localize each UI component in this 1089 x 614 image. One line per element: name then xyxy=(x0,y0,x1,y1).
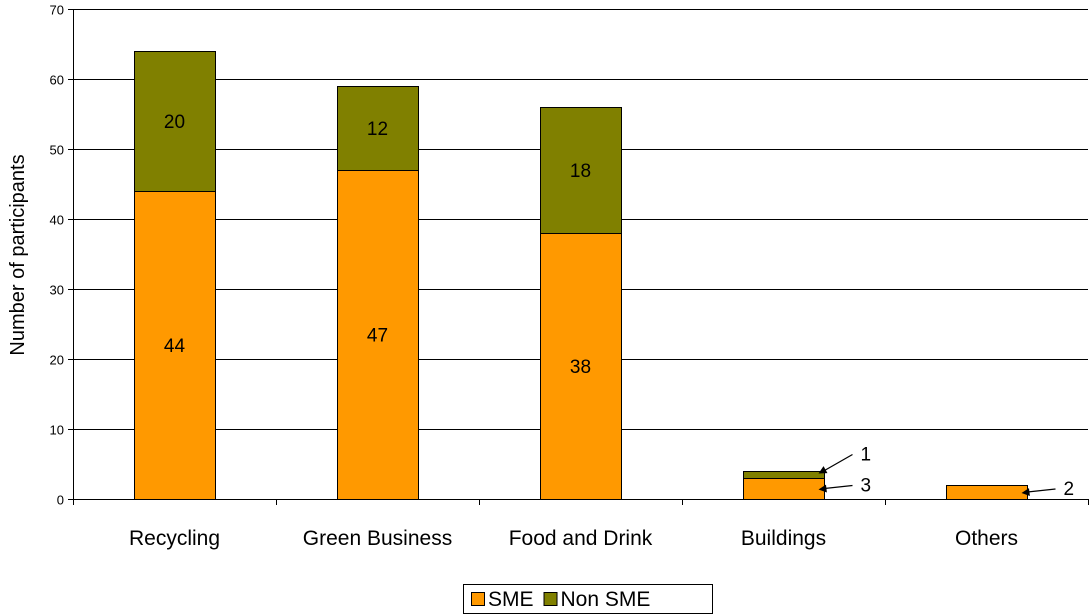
category-labels: Recycling Green Business Food and Drink Bui… xyxy=(129,527,1018,550)
legend-swatch xyxy=(543,592,558,606)
y-tick-label: 20 xyxy=(50,353,64,368)
callout-arrowhead xyxy=(818,466,828,474)
callout-line xyxy=(824,484,853,490)
legend-label: Non SME xyxy=(561,588,651,611)
bar-sme xyxy=(946,485,1028,500)
bar-sme xyxy=(743,478,825,500)
y-tick-labels: 0 10 20 30 40 50 60 70 xyxy=(50,3,64,508)
bar-sme xyxy=(337,170,419,500)
y-tick-label: 0 xyxy=(57,493,64,508)
data-label: 2 xyxy=(1064,479,1075,500)
category-label: Food and Drink xyxy=(509,527,653,550)
data-label: 44 xyxy=(164,336,186,357)
category-label: Green Business xyxy=(303,527,452,550)
category-label: Recycling xyxy=(129,527,220,550)
bars xyxy=(134,51,1028,500)
y-tick-label: 50 xyxy=(50,143,64,158)
data-label: 1 xyxy=(861,445,872,466)
y-tick-label: 70 xyxy=(50,3,64,18)
callout-arrowhead xyxy=(1021,488,1030,497)
legend-swatch xyxy=(471,592,485,606)
bar-non-sme xyxy=(540,107,622,234)
legend-label: SME xyxy=(488,588,534,611)
data-label: 20 xyxy=(164,112,185,133)
bar-sme xyxy=(540,233,622,500)
axes xyxy=(68,9,1089,505)
data-label: 47 xyxy=(367,326,388,347)
y-tick-label: 40 xyxy=(50,213,64,228)
category-label: Others xyxy=(955,527,1018,550)
y-axis-title: Number of participants xyxy=(7,154,29,355)
data-label: 18 xyxy=(570,161,591,182)
data-label: 38 xyxy=(570,357,591,378)
callout-line xyxy=(824,453,853,472)
category-label: Buildings xyxy=(741,527,826,550)
callout-line xyxy=(1027,488,1056,493)
y-tick-label: 30 xyxy=(50,283,64,298)
bar-non-sme xyxy=(743,471,825,479)
data-label: 12 xyxy=(367,119,388,140)
y-tick-label: 10 xyxy=(50,423,64,438)
data-label: 3 xyxy=(861,476,872,497)
y-tick-label: 60 xyxy=(50,73,64,88)
bar-non-sme xyxy=(337,86,419,171)
legend: SME Non SME xyxy=(463,584,713,614)
callout-arrowhead xyxy=(818,484,827,493)
bar-non-sme xyxy=(134,51,216,192)
